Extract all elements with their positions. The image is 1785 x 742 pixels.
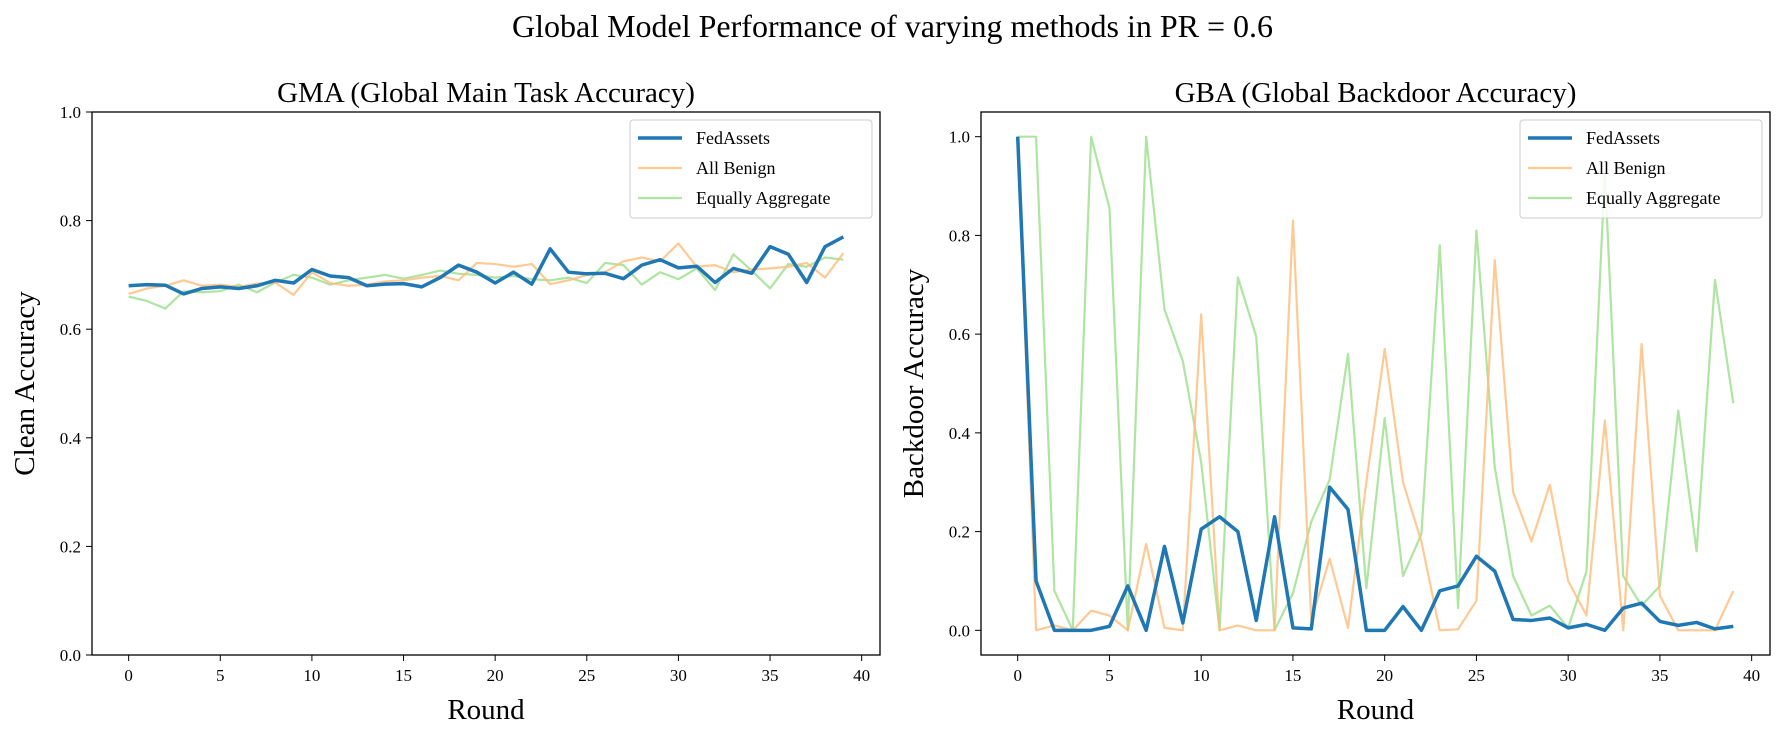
legend-label-fedassets: FedAssets bbox=[696, 128, 770, 148]
legend-box bbox=[1519, 119, 1763, 219]
x-tick-label: 35 bbox=[1651, 666, 1668, 685]
x-tick-label: 10 bbox=[1193, 666, 1210, 685]
legend: FedAssets All Benign Equally Aggregate bbox=[629, 119, 873, 219]
series-line-all-benign bbox=[1016, 136, 1735, 632]
figure-title: Global Model Performance of varying meth… bbox=[511, 8, 1274, 44]
legend-label-all-benign: All Benign bbox=[1586, 158, 1666, 178]
panel-gba: GBA (Global Backdoor Accuracy) 0 5 10 15 20 25… bbox=[898, 77, 1771, 726]
series-line-all-benign bbox=[128, 242, 845, 297]
x-tick-label: 15 bbox=[1284, 666, 1301, 685]
x-tick-label: 0 bbox=[124, 666, 133, 685]
y-tick-label: 0.4 bbox=[949, 424, 971, 443]
y-tick-label: 0.6 bbox=[60, 320, 81, 339]
series-line-fedassets bbox=[128, 235, 845, 296]
y-axis-label: Backdoor Accuracy bbox=[898, 268, 930, 498]
y-tick-label: 0.8 bbox=[60, 212, 81, 231]
legend-label-equally-aggregate: Equally Aggregate bbox=[1586, 188, 1720, 208]
plot-frame bbox=[91, 111, 881, 656]
y-tick-label: 1.0 bbox=[949, 128, 970, 147]
panel-gma: GMA (Global Main Task Accuracy) 0 5 10 15 20 2… bbox=[9, 77, 881, 726]
chart-title: GMA (Global Main Task Accuracy) bbox=[277, 77, 695, 109]
legend-label-all-benign: All Benign bbox=[696, 158, 776, 178]
x-tick-label: 10 bbox=[303, 666, 320, 685]
y-tick-label: 0.2 bbox=[60, 537, 81, 556]
y-tick-label: 0.0 bbox=[60, 646, 81, 665]
x-tick-label: 35 bbox=[762, 666, 779, 685]
x-tick-label: 0 bbox=[1013, 666, 1022, 685]
x-tick-label: 40 bbox=[1743, 666, 1760, 685]
y-axis-label: Clean Accuracy bbox=[9, 291, 41, 476]
x-tick-label: 20 bbox=[487, 666, 504, 685]
x-axis-label: Round bbox=[1337, 694, 1415, 726]
x-tick-label: 30 bbox=[1560, 666, 1577, 685]
x-tick-label: 25 bbox=[1468, 666, 1485, 685]
y-tick-label: 0.8 bbox=[949, 226, 970, 245]
series-line-equally-aggregate bbox=[1017, 135, 1735, 632]
y-tick-label: 0.2 bbox=[949, 523, 970, 542]
y-tick-label: 0.4 bbox=[60, 429, 82, 448]
legend-box bbox=[629, 119, 873, 219]
series-line-fedassets bbox=[1015, 136, 1734, 633]
y-tick-label: 0.6 bbox=[949, 325, 970, 344]
x-tick-label: 5 bbox=[1105, 666, 1114, 685]
y-tick-label: 0.0 bbox=[949, 621, 970, 640]
x-tick-label: 25 bbox=[578, 666, 595, 685]
x-tick-label: 15 bbox=[395, 666, 412, 685]
x-tick-label: 20 bbox=[1376, 666, 1393, 685]
y-tick-label: 1.0 bbox=[60, 103, 81, 122]
x-axis-label: Round bbox=[447, 694, 525, 726]
x-tick-label: 40 bbox=[853, 666, 870, 685]
legend-label-fedassets: FedAssets bbox=[1586, 128, 1660, 148]
x-tick-label: 5 bbox=[216, 666, 225, 685]
legend: FedAssets All Benign Equally Aggregate bbox=[1519, 119, 1763, 219]
plot-frame bbox=[980, 111, 1771, 656]
legend-label-equally-aggregate: Equally Aggregate bbox=[696, 188, 830, 208]
x-tick-label: 30 bbox=[670, 666, 687, 685]
chart-title: GBA (Global Backdoor Accuracy) bbox=[1175, 77, 1577, 109]
